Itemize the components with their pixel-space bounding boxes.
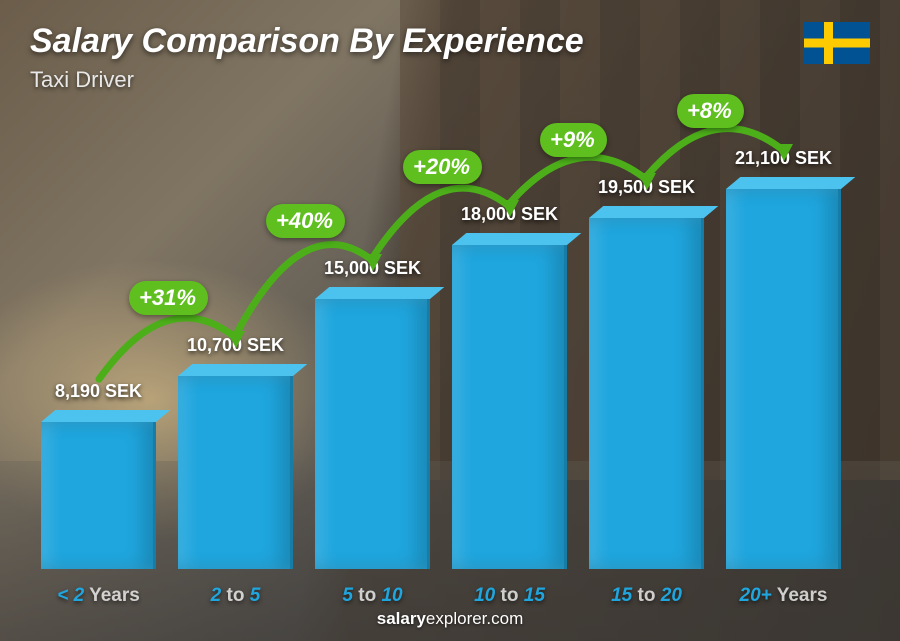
bar-top-face [589,206,718,218]
bar-value-label: 21,100 SEK [715,148,852,169]
bar-category-label: 5 to 10 [297,585,448,607]
bar-slot: 15,000 SEK5 to 10 [304,120,441,569]
footer-brand-rest: explorer.com [426,609,523,628]
salary-bar-chart: 8,190 SEK< 2 Years10,700 SEK2 to 515,000… [30,120,852,569]
bar-slot: 21,100 SEK20+ Years [715,120,852,569]
bar-top-face [452,233,581,245]
bar-category-label: 2 to 5 [160,585,311,607]
footer-attribution: salaryexplorer.com [0,609,900,629]
bar [452,245,567,569]
bar-category-label: 20+ Years [708,585,859,607]
bar-category-label: 10 to 15 [434,585,585,607]
bar-top-face [178,364,307,376]
percent-increase-badge: +9% [540,123,607,157]
percent-increase-badge: +20% [403,150,482,184]
bar [726,189,841,569]
bar-value-label: 10,700 SEK [167,335,304,356]
bar-category-label: 15 to 20 [571,585,722,607]
percent-increase-badge: +8% [677,94,744,128]
bar-top-face [315,287,444,299]
bar-slot: 19,500 SEK15 to 20 [578,120,715,569]
bar-slot: 10,700 SEK2 to 5 [167,120,304,569]
bar-value-label: 8,190 SEK [30,381,167,402]
page-subtitle: Taxi Driver [30,67,870,93]
bar-slot: 18,000 SEK10 to 15 [441,120,578,569]
flag-sweden-icon [804,22,870,64]
bar [178,376,293,569]
bar [41,422,156,569]
bar-value-label: 19,500 SEK [578,177,715,198]
bar [315,299,430,569]
percent-increase-badge: +40% [266,204,345,238]
page-title: Salary Comparison By Experience [30,22,870,61]
bar-value-label: 18,000 SEK [441,204,578,225]
footer-brand-bold: salary [377,609,426,628]
bar-slot: 8,190 SEK< 2 Years [30,120,167,569]
bar-top-face [41,410,170,422]
bar-top-face [726,177,855,189]
bar [589,218,704,569]
bar-value-label: 15,000 SEK [304,258,441,279]
header: Salary Comparison By Experience Taxi Dri… [30,22,870,93]
percent-increase-badge: +31% [129,281,208,315]
bar-category-label: < 2 Years [23,585,174,607]
